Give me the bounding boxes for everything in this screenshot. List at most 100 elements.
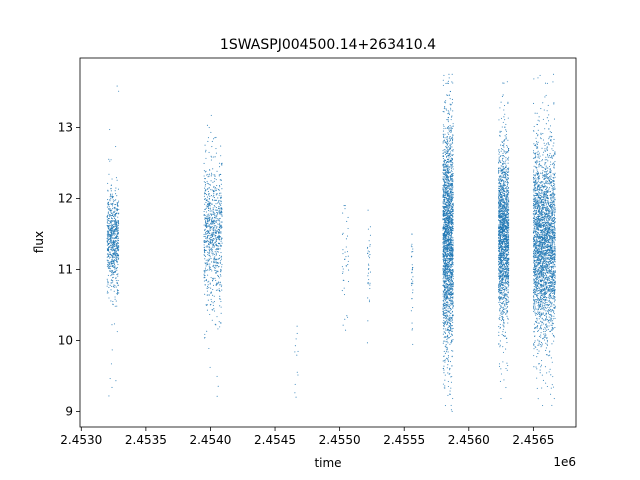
data-point	[106, 234, 108, 236]
data-point	[442, 271, 444, 274]
data-point	[442, 169, 444, 171]
data-point	[203, 214, 205, 216]
data-point	[109, 270, 111, 272]
data-point	[450, 177, 452, 179]
data-point	[502, 262, 505, 264]
data-point	[448, 278, 451, 281]
data-point	[110, 196, 112, 198]
data-point	[451, 261, 453, 263]
data-point	[205, 211, 207, 213]
data-point	[213, 259, 215, 261]
data-point	[447, 351, 449, 353]
data-point	[216, 184, 218, 187]
data-point	[115, 268, 117, 270]
data-point	[445, 162, 448, 164]
data-point	[506, 267, 508, 269]
data-point	[116, 305, 118, 307]
data-point	[117, 238, 119, 240]
data-point	[442, 164, 444, 166]
data-point	[444, 133, 446, 135]
data-point	[444, 361, 446, 363]
chart-title: 1SWASPJ004500.14+263410.4	[220, 37, 436, 53]
data-point	[443, 284, 445, 287]
data-point	[444, 149, 446, 151]
data-point	[446, 204, 448, 207]
data-point	[411, 298, 413, 300]
data-point	[446, 323, 449, 325]
data-point	[206, 124, 209, 126]
data-point	[443, 299, 445, 301]
data-point	[208, 252, 210, 254]
data-point	[110, 237, 112, 239]
data-point	[204, 190, 206, 192]
data-point	[211, 250, 213, 252]
data-point	[447, 356, 450, 358]
data-point	[450, 127, 452, 129]
data-point	[452, 82, 454, 84]
data-point	[210, 175, 212, 177]
data-point	[214, 251, 216, 253]
data-point	[107, 280, 109, 282]
data-point	[445, 216, 447, 219]
data-point	[444, 297, 446, 299]
data-point	[367, 250, 369, 252]
data-point	[445, 170, 447, 172]
data-point	[115, 208, 117, 210]
data-point	[211, 246, 214, 248]
data-point	[214, 219, 216, 221]
data-point	[451, 134, 454, 136]
data-point	[220, 226, 222, 228]
data-point	[109, 246, 111, 248]
data-point	[207, 274, 209, 276]
data-point	[205, 201, 207, 204]
data-point	[115, 203, 117, 206]
data-point	[442, 295, 444, 297]
data-point	[451, 154, 453, 156]
data-point	[452, 251, 454, 253]
data-point	[208, 245, 210, 247]
data-point	[115, 230, 117, 232]
data-point	[447, 271, 449, 273]
data-point	[218, 162, 221, 164]
data-point	[442, 150, 444, 152]
data-point	[217, 223, 219, 225]
data-point	[296, 332, 298, 335]
data-point	[111, 237, 113, 239]
data-point	[109, 262, 111, 264]
data-point	[448, 311, 450, 314]
data-point	[211, 199, 214, 201]
data-point	[443, 74, 445, 76]
data-point	[452, 168, 454, 170]
data-point	[208, 224, 210, 226]
data-point	[108, 220, 110, 222]
data-point	[116, 254, 118, 256]
data-point	[447, 257, 449, 259]
data-point	[442, 267, 444, 269]
data-point	[445, 241, 447, 243]
data-point	[502, 161, 504, 163]
data-point	[443, 176, 445, 178]
data-point	[109, 199, 111, 201]
data-point	[212, 138, 215, 140]
data-point	[216, 209, 218, 211]
data-point	[114, 190, 116, 192]
data-point	[115, 240, 117, 242]
data-point	[110, 282, 112, 284]
data-point	[450, 278, 452, 280]
data-point	[448, 148, 450, 150]
data-point	[447, 172, 449, 174]
data-point	[220, 195, 222, 197]
data-point	[107, 232, 110, 234]
data-point	[503, 170, 505, 172]
data-point	[115, 257, 117, 259]
data-point	[366, 247, 369, 249]
data-point	[449, 373, 451, 375]
data-point	[207, 176, 209, 178]
data-point	[498, 326, 500, 328]
data-point	[112, 252, 114, 255]
data-point	[444, 191, 446, 193]
data-point	[219, 224, 221, 226]
data-point	[342, 279, 344, 281]
data-point	[296, 354, 298, 356]
data-point	[212, 278, 215, 280]
